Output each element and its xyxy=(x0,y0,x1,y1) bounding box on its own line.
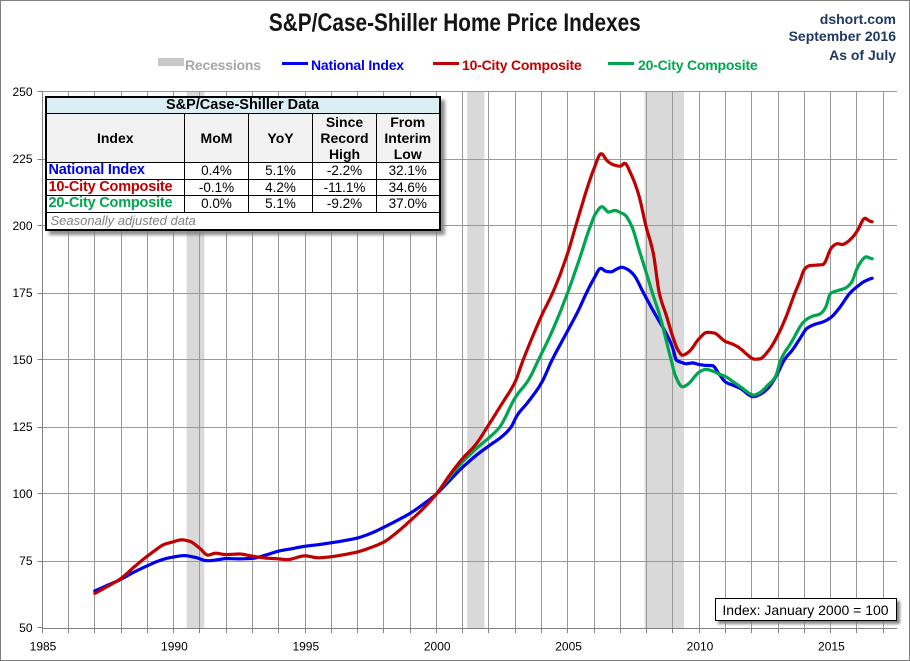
svg-text:225: 225 xyxy=(12,152,32,166)
svg-text:1990: 1990 xyxy=(161,640,188,654)
svg-text:175: 175 xyxy=(12,286,32,300)
svg-text:75: 75 xyxy=(19,554,33,568)
svg-text:2015: 2015 xyxy=(818,640,845,654)
svg-text:200: 200 xyxy=(12,219,32,233)
svg-text:1995: 1995 xyxy=(292,640,319,654)
svg-text:2000: 2000 xyxy=(424,640,451,654)
svg-text:250: 250 xyxy=(12,85,32,99)
svg-text:2010: 2010 xyxy=(687,640,714,654)
svg-text:100: 100 xyxy=(12,487,32,501)
svg-text:50: 50 xyxy=(19,621,33,635)
svg-text:1985: 1985 xyxy=(30,640,57,654)
svg-text:2005: 2005 xyxy=(555,640,582,654)
svg-text:150: 150 xyxy=(12,353,32,367)
svg-text:125: 125 xyxy=(12,420,32,434)
